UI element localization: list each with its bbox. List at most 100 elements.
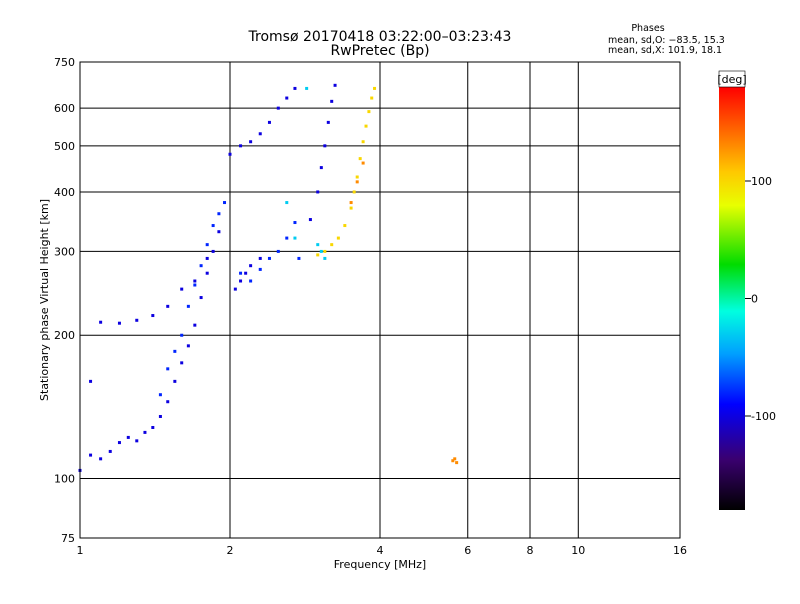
colorbar-label-box	[718, 70, 746, 88]
data-point	[211, 249, 215, 253]
data-point	[99, 457, 103, 461]
colorbar-label: [deg]	[717, 73, 746, 86]
data-point	[451, 459, 455, 463]
data-point	[293, 86, 297, 90]
data-point	[326, 120, 330, 124]
data-point	[249, 264, 253, 268]
data-point	[355, 175, 359, 179]
y-axis-label: Stationary phase Virtual Height [km]	[38, 199, 51, 401]
colorbar-tick-label: -100	[751, 410, 776, 423]
data-point	[239, 279, 243, 283]
stats-heading: Phases	[631, 23, 664, 34]
colorbar	[719, 87, 745, 510]
x-tick-label: 4	[377, 544, 384, 557]
grid-lines	[80, 62, 680, 538]
data-point	[285, 201, 289, 205]
y-tick-label: 100	[54, 473, 75, 486]
x-axis-label: Frequency [MHz]	[334, 558, 426, 571]
data-point	[180, 287, 184, 291]
data-point	[316, 253, 320, 257]
data-point	[117, 321, 121, 325]
y-tick-label: 300	[54, 245, 75, 258]
data-point	[333, 83, 337, 87]
data-point	[323, 249, 327, 253]
data-point	[349, 201, 353, 205]
data-point	[297, 256, 301, 260]
data-point	[205, 271, 209, 275]
data-point	[358, 157, 362, 161]
x-tick-label: 2	[227, 544, 234, 557]
data-point	[166, 400, 170, 404]
data-point	[293, 236, 297, 240]
data-point	[193, 279, 197, 283]
data-point	[258, 256, 262, 260]
data-point	[343, 224, 347, 228]
x-tick-label: 1	[77, 544, 84, 557]
y-tick-label: 400	[54, 186, 75, 199]
plot-frame	[79, 61, 681, 539]
data-point	[180, 333, 184, 337]
data-point	[126, 435, 130, 439]
y-tick-label: 600	[54, 102, 75, 115]
data-point	[199, 264, 203, 268]
data-point	[205, 256, 209, 260]
data-point	[239, 144, 243, 148]
data-point	[370, 96, 374, 100]
data-point	[352, 190, 356, 194]
data-point	[117, 441, 121, 445]
y-tick-label: 500	[54, 140, 75, 153]
data-point	[355, 180, 359, 184]
data-point	[151, 425, 155, 429]
stats-o-mode: mean, sd,O: −83.5, 15.3	[608, 35, 725, 46]
data-point	[223, 201, 227, 205]
y-tick-label: 200	[54, 329, 75, 342]
y-tick-label: 750	[54, 56, 75, 69]
data-point	[199, 296, 203, 300]
data-point	[158, 414, 162, 418]
data-point	[267, 120, 271, 124]
data-point	[308, 218, 312, 222]
data-point	[239, 271, 243, 275]
data-point	[330, 243, 334, 247]
data-point	[173, 379, 177, 383]
data-point	[323, 144, 327, 148]
data-point	[267, 256, 271, 260]
colorbar-tick-label: 100	[751, 175, 772, 188]
data-point	[330, 99, 334, 103]
data-point	[336, 236, 340, 240]
data-points	[78, 83, 459, 472]
data-point	[166, 367, 170, 371]
x-tick-labels: 1 2 4 6 8 10 16	[77, 544, 688, 557]
data-point	[180, 361, 184, 365]
data-point	[319, 249, 323, 253]
data-point	[193, 323, 197, 327]
data-point	[455, 461, 459, 465]
data-point	[249, 140, 253, 144]
data-point	[249, 279, 253, 283]
data-point	[143, 430, 147, 434]
y-tick-labels: 75 100 200 300 400 500 600 750	[54, 56, 75, 545]
data-point	[323, 256, 327, 260]
x-tick-label: 16	[673, 544, 687, 557]
data-point	[186, 304, 190, 308]
data-point	[285, 236, 289, 240]
data-point	[285, 96, 289, 100]
data-point	[211, 224, 215, 228]
data-point	[361, 161, 365, 165]
x-tick-label: 10	[571, 544, 585, 557]
data-point	[258, 267, 262, 271]
x-tick-label: 8	[527, 544, 534, 557]
data-point	[305, 86, 309, 90]
data-point	[367, 110, 371, 114]
data-point	[173, 349, 177, 353]
data-point	[453, 457, 457, 461]
data-point	[166, 304, 170, 308]
chart-title: Tromsø 20170418 03:22:00–03:23:43	[248, 29, 512, 45]
data-point	[244, 271, 248, 275]
data-point	[361, 140, 365, 144]
y-tick-label: 75	[61, 532, 75, 545]
data-point	[99, 320, 103, 324]
colorbar-tick-label: 0	[751, 293, 758, 306]
data-point	[135, 439, 139, 443]
